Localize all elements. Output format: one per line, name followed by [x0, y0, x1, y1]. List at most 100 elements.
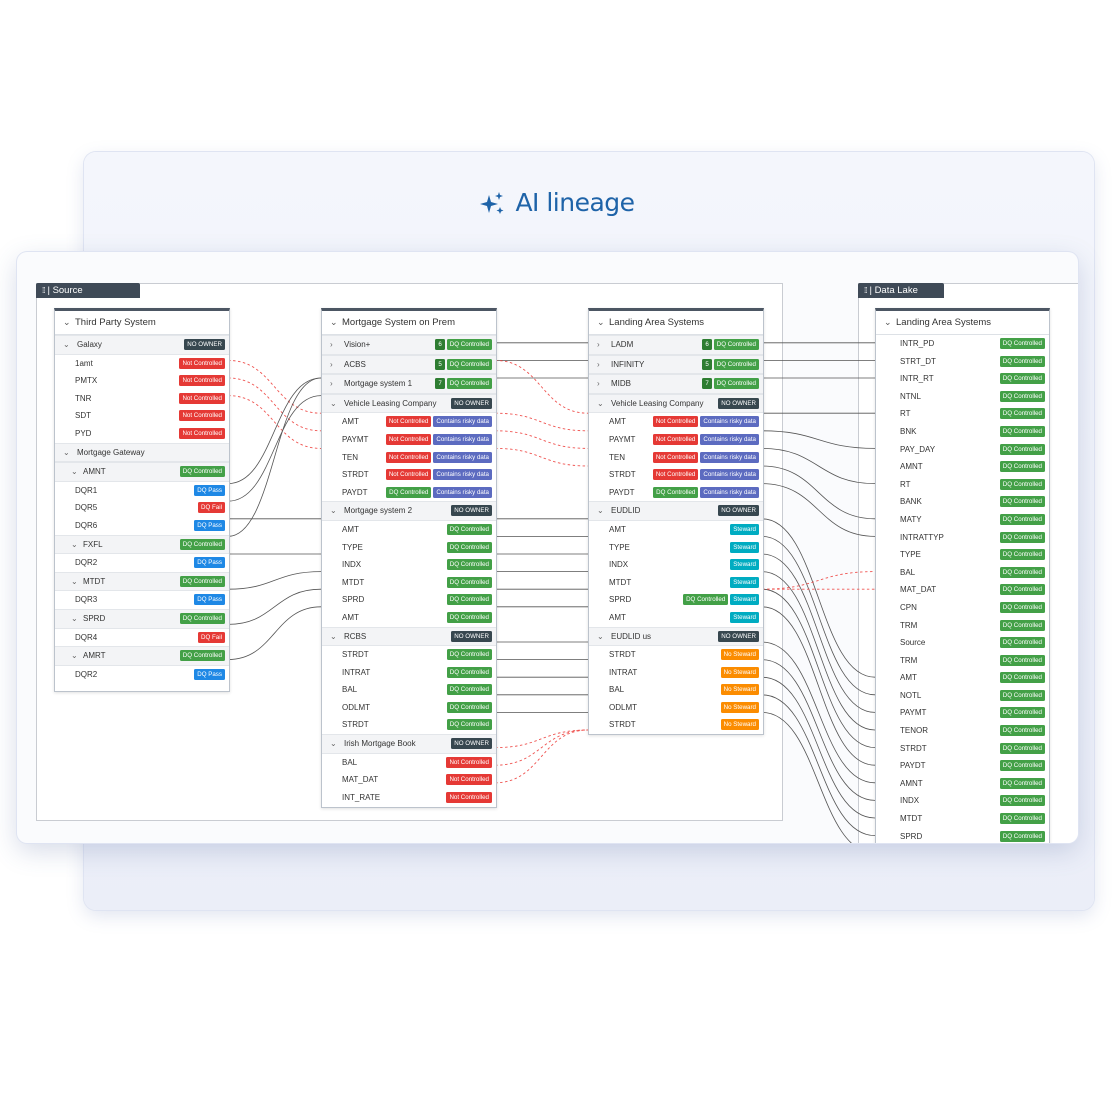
group-row-galaxy[interactable]: ⌄ Galaxy NO OWNER: [55, 335, 229, 355]
group-row-mortgage-gateway[interactable]: ⌄ Mortgage Gateway: [55, 442, 229, 463]
group-row-infinity[interactable]: › INFINITY 5 DQ Controlled: [589, 354, 763, 375]
column-row-type[interactable]: TYPE DQ Controlled: [876, 546, 1049, 564]
lineage-link[interactable]: [761, 553, 876, 713]
column-row-strt-dt[interactable]: STRT_DT DQ Controlled: [876, 353, 1049, 371]
lineage-link[interactable]: [761, 712, 875, 843]
uncontrolled-lineage-link[interactable]: [227, 359, 322, 414]
column-row-pyd[interactable]: PYD Not Controlled: [55, 425, 229, 443]
lineage-link[interactable]: [761, 465, 876, 520]
lineage-link[interactable]: [761, 659, 876, 801]
column-row-bal[interactable]: BAL Not Controlled: [322, 754, 496, 772]
group-row-fxfl[interactable]: ⌄ FXFL DQ Controlled: [55, 534, 229, 555]
column-row-tenor[interactable]: TENOR DQ Controlled: [876, 722, 1049, 740]
column-row-dqr3[interactable]: DQR3 DQ Pass: [55, 591, 229, 609]
group-row-amrt[interactable]: ⌄ AMRT DQ Controlled: [55, 646, 229, 666]
column-row-mat-dat[interactable]: MAT_DAT Not Controlled: [322, 771, 496, 789]
column-row-trm[interactable]: TRM DQ Controlled: [876, 617, 1049, 635]
column-row-paymt[interactable]: PAYMT Not Controlled Contains risky data: [589, 431, 763, 449]
lineage-canvas[interactable]: ⁞⁞ | Source ⁞⁞ | Data Lake ⌄ Third Party Sy…: [17, 252, 1078, 843]
group-row-sprd[interactable]: ⌄ SPRD DQ Controlled: [55, 608, 229, 629]
column-row-type[interactable]: TYPE Steward: [589, 539, 763, 557]
chevron-down-icon[interactable]: ⌄: [71, 651, 78, 661]
chevron-down-icon[interactable]: ⌄: [63, 340, 70, 349]
column-row-amnt[interactable]: AMNT DQ Controlled: [876, 775, 1049, 793]
column-row-ten[interactable]: TEN Not Controlled Contains risky data: [589, 449, 763, 467]
chevron-down-icon[interactable]: ⌄: [330, 398, 337, 408]
column-row-strdt[interactable]: STRDT DQ Controlled: [322, 646, 496, 664]
column-row-mat-dat[interactable]: MAT_DAT DQ Controlled: [876, 581, 1049, 599]
column-row-mtdt[interactable]: MTDT Steward: [589, 574, 763, 592]
group-row-vision[interactable]: › Vision+ 6 DQ Controlled: [322, 335, 496, 355]
chevron-down-icon[interactable]: ⌄: [884, 317, 892, 327]
column-row-intrattyp[interactable]: INTRATTYP DQ Controlled: [876, 529, 1049, 547]
column-row-notl[interactable]: NOTL DQ Controlled: [876, 687, 1049, 705]
source-group-tab[interactable]: ⁞⁞ | Source: [36, 283, 140, 298]
column-row-intrat[interactable]: INTRAT No Steward: [589, 664, 763, 682]
column-row-pay-day[interactable]: PAY_DAY DQ Controlled: [876, 441, 1049, 459]
column-row-amt[interactable]: AMT Not Controlled Contains risky data: [322, 413, 496, 431]
uncontrolled-lineage-link[interactable]: [494, 729, 589, 766]
column-row-amt[interactable]: AMT DQ Controlled: [322, 609, 496, 627]
uncontrolled-lineage-link[interactable]: [494, 729, 589, 784]
lineage-link[interactable]: [761, 430, 876, 449]
chevron-down-icon[interactable]: ⌄: [597, 506, 604, 516]
uncontrolled-lineage-link[interactable]: [761, 571, 876, 590]
column-row-dqr2[interactable]: DQR2 DQ Pass: [55, 666, 229, 684]
column-row-bal[interactable]: BAL No Steward: [589, 681, 763, 699]
lineage-link[interactable]: [227, 395, 322, 502]
lineage-link[interactable]: [227, 571, 322, 590]
column-row-ntnl[interactable]: NTNL DQ Controlled: [876, 388, 1049, 406]
column-row-intr-pd[interactable]: INTR_PD DQ Controlled: [876, 335, 1049, 353]
panel-header[interactable]: ⌄ Landing Area Systems: [589, 311, 763, 335]
group-row-irish-mortgage-book[interactable]: ⌄ Irish Mortgage Book NO OWNER: [322, 734, 496, 754]
chevron-down-icon[interactable]: ⌄: [71, 613, 78, 623]
column-row-paydt[interactable]: PAYDT DQ Controlled: [876, 757, 1049, 775]
column-row-pmtx[interactable]: PMTX Not Controlled: [55, 372, 229, 390]
lineage-link[interactable]: [761, 588, 876, 748]
column-row-trm[interactable]: TRM DQ Controlled: [876, 652, 1049, 670]
column-row-rt[interactable]: RT DQ Controlled: [876, 476, 1049, 494]
drag-handle-icon[interactable]: ⁞⁞: [864, 286, 868, 295]
group-row-vehicle-leasing-company[interactable]: ⌄ Vehicle Leasing Company NO OWNER: [322, 393, 496, 414]
group-row-ladm[interactable]: › LADM 6 DQ Controlled: [589, 335, 763, 355]
column-row-indx[interactable]: INDX DQ Controlled: [322, 556, 496, 574]
chevron-right-icon[interactable]: ›: [330, 359, 333, 369]
column-row-rt[interactable]: RT DQ Controlled: [876, 405, 1049, 423]
uncontrolled-lineage-link[interactable]: [227, 395, 322, 449]
chevron-down-icon[interactable]: ⌄: [597, 631, 604, 641]
group-row-eudlid-us[interactable]: ⌄ EUDLID us NO OWNER: [589, 626, 763, 647]
column-row-odlmt[interactable]: ODLMT No Steward: [589, 699, 763, 717]
panel-header[interactable]: ⌄ Mortgage System on Prem: [322, 311, 496, 335]
chevron-right-icon[interactable]: ›: [597, 340, 600, 349]
group-row-acbs[interactable]: › ACBS 5 DQ Controlled: [322, 354, 496, 375]
column-row-strdt[interactable]: STRDT DQ Controlled: [876, 740, 1049, 758]
column-row-paymt[interactable]: PAYMT DQ Controlled: [876, 704, 1049, 722]
column-row-odlmt[interactable]: ODLMT DQ Controlled: [322, 699, 496, 717]
panel-header[interactable]: ⌄ Landing Area Systems: [876, 311, 1049, 335]
chevron-down-icon[interactable]: ⌄: [63, 317, 71, 327]
column-row-strdt[interactable]: STRDT Not Controlled Contains risky data: [589, 466, 763, 484]
column-row-1amt[interactable]: 1amt Not Controlled: [55, 355, 229, 373]
column-row-source[interactable]: Source DQ Controlled: [876, 634, 1049, 652]
uncontrolled-lineage-link[interactable]: [494, 359, 589, 414]
column-row-tnr[interactable]: TNR Not Controlled: [55, 390, 229, 408]
data-lake-group-tab[interactable]: ⁞⁞ | Data Lake: [858, 283, 944, 298]
lineage-link[interactable]: [761, 694, 876, 836]
chevron-down-icon[interactable]: ⌄: [63, 447, 70, 457]
chevron-down-icon[interactable]: ⌄: [71, 539, 78, 549]
column-row-strdt[interactable]: STRDT Not Controlled Contains risky data: [322, 466, 496, 484]
panel-third-party-system[interactable]: ⌄ Third Party System ⌄ Galaxy NO OWNER 1amt No…: [54, 308, 230, 692]
chevron-down-icon[interactable]: ⌄: [330, 739, 337, 749]
column-row-amt[interactable]: AMT DQ Controlled: [322, 521, 496, 539]
column-row-dqr5[interactable]: DQR5 DQ Fail: [55, 499, 229, 517]
group-row-mtdt[interactable]: ⌄ MTDT DQ Controlled: [55, 571, 229, 592]
column-row-amt[interactable]: AMT Steward: [589, 609, 763, 627]
group-row-mortgage-system-1[interactable]: › Mortgage system 1 7 DQ Controlled: [322, 374, 496, 394]
uncontrolled-lineage-link[interactable]: [494, 412, 589, 432]
column-row-bank[interactable]: BANK DQ Controlled: [876, 493, 1049, 511]
column-row-dqr1[interactable]: DQR1 DQ Pass: [55, 482, 229, 500]
lineage-link[interactable]: [761, 641, 876, 784]
chevron-down-icon[interactable]: ⌄: [71, 576, 78, 586]
group-row-vehicle-leasing-company[interactable]: ⌄ Vehicle Leasing Company NO OWNER: [589, 393, 763, 414]
chevron-down-icon[interactable]: ⌄: [330, 317, 338, 327]
